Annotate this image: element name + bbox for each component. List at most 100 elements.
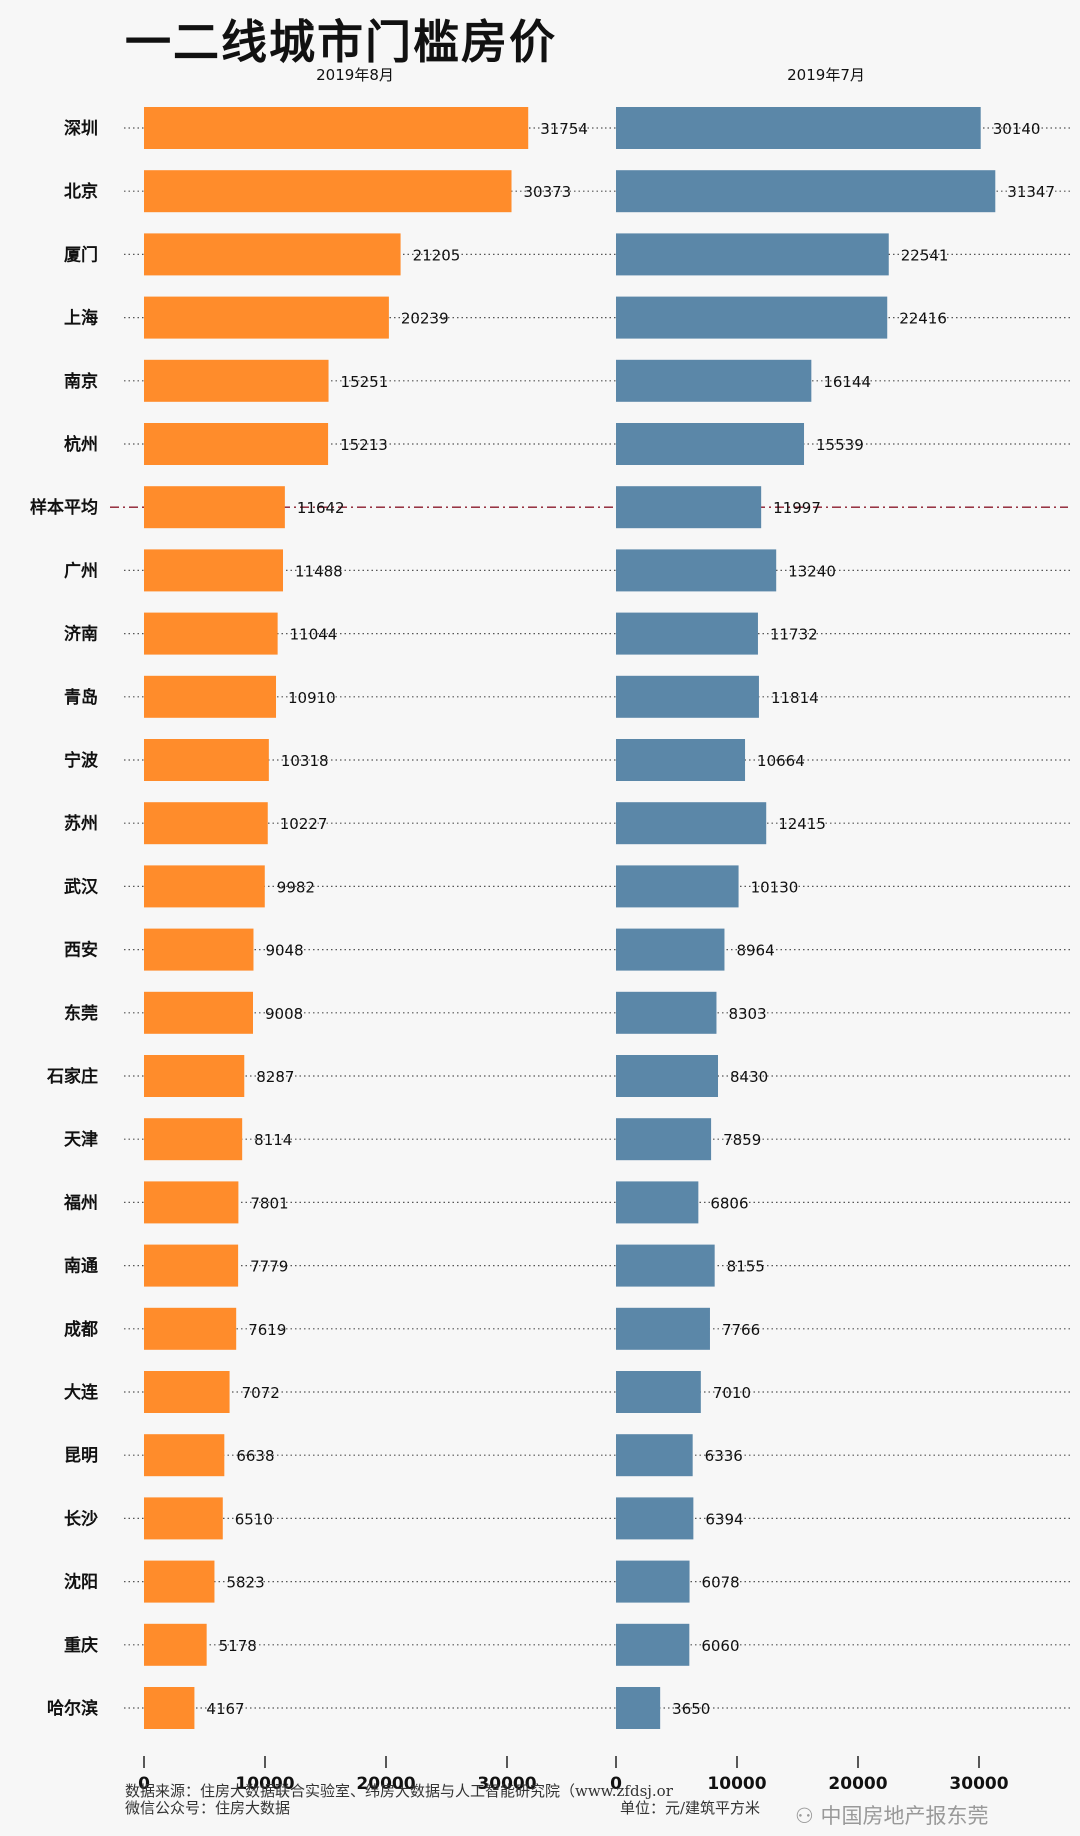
value-label: 3650 bbox=[672, 1700, 710, 1718]
city-label: 济南 bbox=[64, 624, 98, 645]
panel-title-1: 2019年7月 bbox=[787, 66, 865, 84]
bar-aug bbox=[144, 612, 278, 655]
bar-jul bbox=[616, 1055, 719, 1097]
value-label: 22541 bbox=[901, 246, 949, 264]
city-label: 青岛 bbox=[64, 687, 98, 708]
value-label: 31754 bbox=[540, 120, 588, 138]
city-label: 南京 bbox=[64, 371, 98, 392]
value-label: 10130 bbox=[751, 878, 799, 896]
x-tick-label: 30000 bbox=[949, 1774, 1008, 1794]
value-label: 5823 bbox=[226, 1574, 264, 1592]
x-tick-label: 10000 bbox=[707, 1774, 766, 1794]
bar-jul bbox=[616, 359, 812, 402]
value-label: 11732 bbox=[770, 626, 818, 644]
bar-jul bbox=[616, 1118, 712, 1161]
bar-jul bbox=[616, 675, 759, 718]
value-label: 6060 bbox=[701, 1637, 739, 1655]
bar-aug bbox=[144, 1118, 243, 1161]
bar-jul bbox=[616, 1244, 715, 1287]
value-label: 7859 bbox=[723, 1131, 761, 1149]
bar-aug bbox=[144, 233, 401, 276]
chart-title: 一二线城市门槛房价 bbox=[125, 15, 557, 69]
bar-jul bbox=[616, 802, 767, 845]
value-label: 10664 bbox=[757, 752, 805, 770]
city-label: 石家庄 bbox=[46, 1066, 98, 1087]
value-label: 15539 bbox=[816, 436, 864, 454]
value-label: 6806 bbox=[710, 1194, 748, 1212]
value-label: 13240 bbox=[788, 562, 836, 580]
bar-jul bbox=[616, 1307, 710, 1350]
bar-jul bbox=[616, 296, 888, 339]
value-label: 4167 bbox=[206, 1700, 244, 1718]
bar-aug bbox=[144, 1244, 239, 1287]
bar-jul bbox=[616, 865, 739, 908]
value-label: 10318 bbox=[281, 752, 329, 770]
value-label: 8287 bbox=[256, 1068, 294, 1086]
city-label: 成都 bbox=[64, 1319, 98, 1340]
city-label: 哈尔滨 bbox=[47, 1698, 98, 1719]
bar-jul bbox=[616, 486, 762, 529]
bar-jul bbox=[616, 612, 758, 655]
x-tick-label: 10000 bbox=[235, 1774, 294, 1794]
bar-aug bbox=[144, 1181, 239, 1224]
x-tick-label: 20000 bbox=[828, 1774, 887, 1794]
city-label: 宁波 bbox=[64, 750, 99, 771]
city-label: 武汉 bbox=[64, 876, 99, 897]
bar-jul bbox=[616, 739, 746, 781]
bar-aug bbox=[144, 675, 277, 718]
value-label: 9008 bbox=[265, 1005, 303, 1023]
city-label: 重庆 bbox=[64, 1635, 98, 1656]
bar-aug bbox=[144, 359, 329, 402]
bar-aug bbox=[144, 170, 512, 213]
value-label: 7801 bbox=[250, 1194, 288, 1212]
city-label: 样本平均 bbox=[30, 497, 98, 518]
city-label: 厦门 bbox=[64, 244, 98, 265]
bar-jul bbox=[616, 170, 996, 213]
footer-source: 数据来源：住房大数据联合实验室、纬房大数据与人工智能研究院（www.zfdsj.… bbox=[125, 1783, 673, 1817]
value-label: 8114 bbox=[254, 1131, 292, 1149]
value-label: 7766 bbox=[722, 1321, 760, 1339]
watermark-text: 中国房地产报东莞 bbox=[820, 1804, 989, 1828]
city-label: 昆明 bbox=[64, 1446, 98, 1466]
bar-aug bbox=[144, 423, 329, 465]
bar-aug bbox=[144, 802, 268, 845]
value-label: 6336 bbox=[705, 1447, 743, 1465]
value-label: 9048 bbox=[265, 942, 303, 960]
bar-aug bbox=[144, 549, 284, 592]
bar-aug bbox=[144, 1623, 207, 1666]
bar-jul bbox=[616, 1181, 699, 1224]
city-label: 大连 bbox=[64, 1382, 99, 1403]
bar-jul bbox=[616, 1497, 694, 1540]
value-label: 8155 bbox=[727, 1258, 765, 1276]
bar-aug bbox=[144, 107, 529, 149]
wechat-icon: ⚇ bbox=[795, 1804, 821, 1828]
bar-aug bbox=[144, 1371, 230, 1413]
bar-aug bbox=[144, 1497, 223, 1540]
value-label: 15251 bbox=[341, 373, 389, 391]
city-label: 东莞 bbox=[64, 1003, 98, 1024]
bar-aug bbox=[144, 865, 265, 908]
value-label: 31347 bbox=[1007, 183, 1055, 201]
city-label: 北京 bbox=[64, 181, 98, 202]
value-label: 8964 bbox=[736, 942, 774, 960]
city-label: 西安 bbox=[64, 940, 98, 961]
bar-aug bbox=[144, 486, 285, 529]
city-label: 上海 bbox=[64, 308, 98, 329]
value-label: 8303 bbox=[728, 1005, 766, 1023]
value-label: 20239 bbox=[401, 310, 449, 328]
value-label: 6078 bbox=[702, 1574, 740, 1592]
city-label: 天津 bbox=[64, 1129, 98, 1150]
bar-jul bbox=[616, 233, 889, 276]
bar-jul bbox=[616, 549, 777, 592]
bar-aug bbox=[144, 991, 253, 1034]
bar-aug bbox=[144, 1307, 237, 1350]
value-label: 11488 bbox=[295, 562, 343, 580]
x-tick-label: 0 bbox=[138, 1774, 150, 1794]
bar-jul bbox=[616, 928, 725, 971]
value-label: 9982 bbox=[277, 878, 315, 896]
value-label: 12415 bbox=[778, 815, 826, 833]
value-label: 7779 bbox=[250, 1258, 288, 1276]
value-label: 11044 bbox=[290, 626, 338, 644]
value-label: 6510 bbox=[235, 1510, 273, 1528]
source-note: 数据来源：住房大数据联合实验室、纬房大数据与人工智能研究院（www.zfdsj.… bbox=[125, 1782, 673, 1800]
